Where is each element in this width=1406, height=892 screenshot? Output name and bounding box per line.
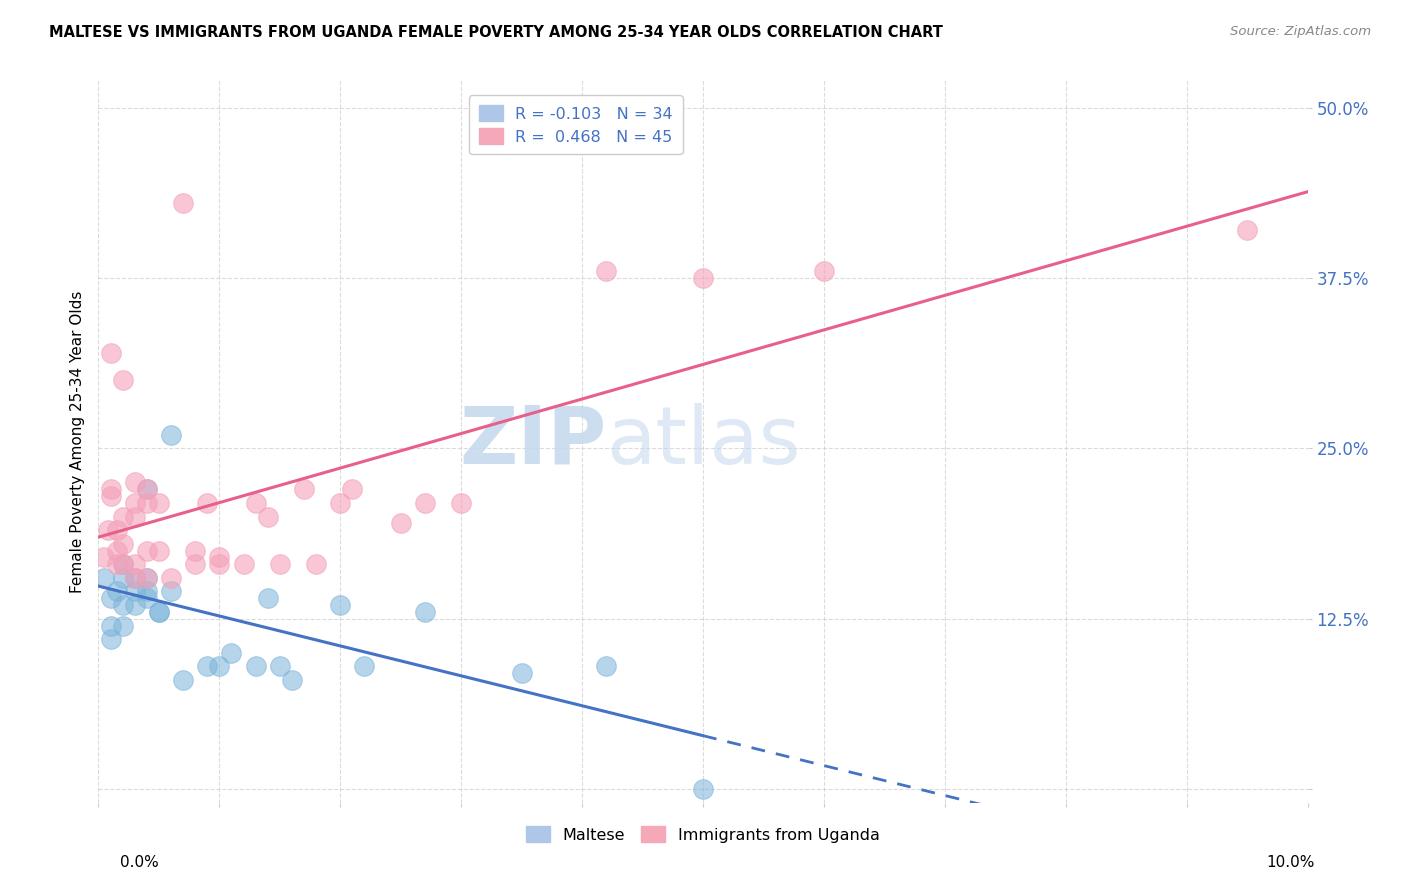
Text: MALTESE VS IMMIGRANTS FROM UGANDA FEMALE POVERTY AMONG 25-34 YEAR OLDS CORRELATI: MALTESE VS IMMIGRANTS FROM UGANDA FEMALE…	[49, 25, 943, 40]
Point	[135, 571, 157, 585]
Point	[269, 558, 291, 572]
Point	[124, 475, 146, 490]
Text: Source: ZipAtlas.com: Source: ZipAtlas.com	[1230, 25, 1371, 38]
Point	[329, 598, 352, 612]
Point	[105, 584, 128, 599]
Point	[135, 496, 157, 510]
Point	[111, 509, 134, 524]
Point	[100, 591, 122, 606]
Point	[342, 482, 364, 496]
Point	[111, 618, 134, 632]
Point	[111, 558, 134, 572]
Point	[100, 618, 122, 632]
Point	[256, 509, 278, 524]
Point	[124, 558, 146, 572]
Point	[595, 264, 617, 278]
Point	[160, 584, 183, 599]
Point	[93, 550, 115, 565]
Point	[184, 558, 207, 572]
Point	[111, 373, 134, 387]
Point	[105, 523, 128, 537]
Point	[135, 482, 157, 496]
Point	[124, 584, 146, 599]
Point	[329, 496, 352, 510]
Point	[160, 571, 183, 585]
Point	[97, 523, 120, 537]
Point	[692, 782, 714, 797]
Point	[111, 571, 134, 585]
Point	[450, 496, 472, 510]
Point	[124, 571, 146, 585]
Point	[692, 271, 714, 285]
Point	[292, 482, 315, 496]
Point	[245, 496, 267, 510]
Text: atlas: atlas	[606, 402, 800, 481]
Point	[172, 196, 194, 211]
Point	[160, 427, 183, 442]
Point	[208, 550, 231, 565]
Point	[595, 659, 617, 673]
Point	[124, 598, 146, 612]
Point	[195, 496, 218, 510]
Text: 0.0%: 0.0%	[120, 855, 159, 870]
Point	[813, 264, 835, 278]
Point	[105, 558, 128, 572]
Point	[413, 496, 436, 510]
Point	[269, 659, 291, 673]
Point	[135, 591, 157, 606]
Point	[100, 482, 122, 496]
Point	[256, 591, 278, 606]
Point	[111, 537, 134, 551]
Point	[208, 659, 231, 673]
Point	[148, 496, 170, 510]
Point	[172, 673, 194, 687]
Text: 10.0%: 10.0%	[1267, 855, 1315, 870]
Point	[1236, 223, 1258, 237]
Point	[510, 666, 533, 681]
Point	[111, 558, 134, 572]
Point	[100, 346, 122, 360]
Point	[245, 659, 267, 673]
Point	[353, 659, 375, 673]
Point	[105, 543, 128, 558]
Text: ZIP: ZIP	[458, 402, 606, 481]
Point	[148, 605, 170, 619]
Point	[135, 482, 157, 496]
Point	[221, 646, 243, 660]
Point	[93, 571, 115, 585]
Point	[413, 605, 436, 619]
Point	[100, 632, 122, 647]
Point	[135, 571, 157, 585]
Point	[135, 543, 157, 558]
Point	[389, 516, 412, 531]
Point	[208, 558, 231, 572]
Point	[124, 496, 146, 510]
Point	[124, 509, 146, 524]
Point	[195, 659, 218, 673]
Point	[184, 543, 207, 558]
Point	[111, 598, 134, 612]
Point	[135, 584, 157, 599]
Point	[124, 571, 146, 585]
Point	[305, 558, 328, 572]
Point	[232, 558, 254, 572]
Legend: Maltese, Immigrants from Uganda: Maltese, Immigrants from Uganda	[520, 820, 886, 849]
Point	[148, 605, 170, 619]
Y-axis label: Female Poverty Among 25-34 Year Olds: Female Poverty Among 25-34 Year Olds	[69, 291, 84, 592]
Point	[281, 673, 304, 687]
Point	[148, 543, 170, 558]
Point	[100, 489, 122, 503]
